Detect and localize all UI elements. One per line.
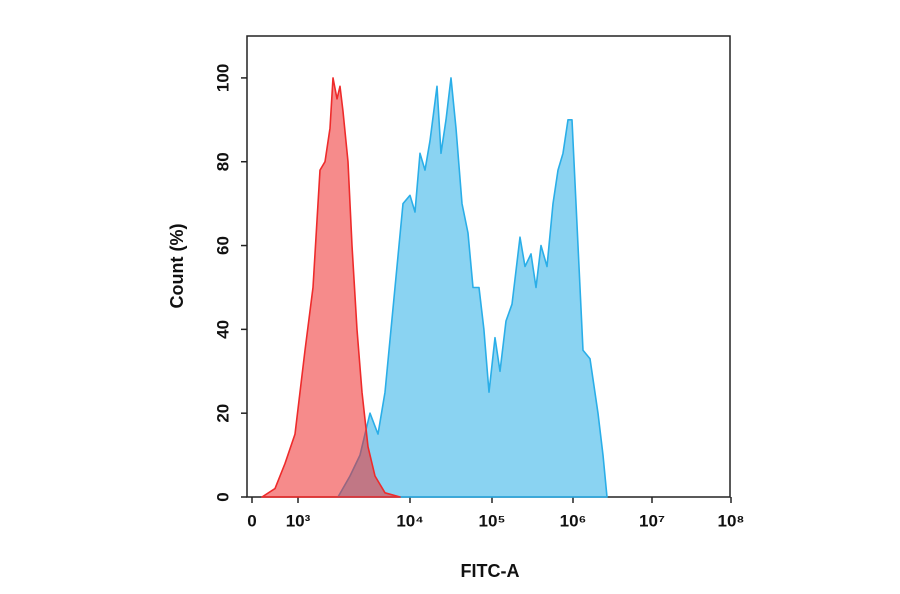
x-tick-label: 10⁴ [396,511,423,530]
y-tick-label: 20 [213,404,232,423]
y-tick-label: 80 [213,152,232,171]
y-tick-label: 0 [213,492,232,501]
x-tick-label: 10⁶ [560,511,587,530]
histogram-area [261,77,401,498]
histogram-area [337,77,608,498]
y-tick-label: 60 [213,236,232,255]
x-tick-label: 0 [247,511,256,530]
x-tick-label: 10⁵ [479,511,506,530]
x-axis-title: FITC-A [461,561,520,581]
x-tick-label: 10⁸ [718,511,745,530]
y-tick-label: 40 [213,320,232,339]
x-tick-label: 10⁷ [639,511,665,530]
y-axis-title: Count (%) [167,224,187,309]
x-tick-label: 10³ [286,511,311,530]
y-tick-label: 100 [213,64,232,92]
